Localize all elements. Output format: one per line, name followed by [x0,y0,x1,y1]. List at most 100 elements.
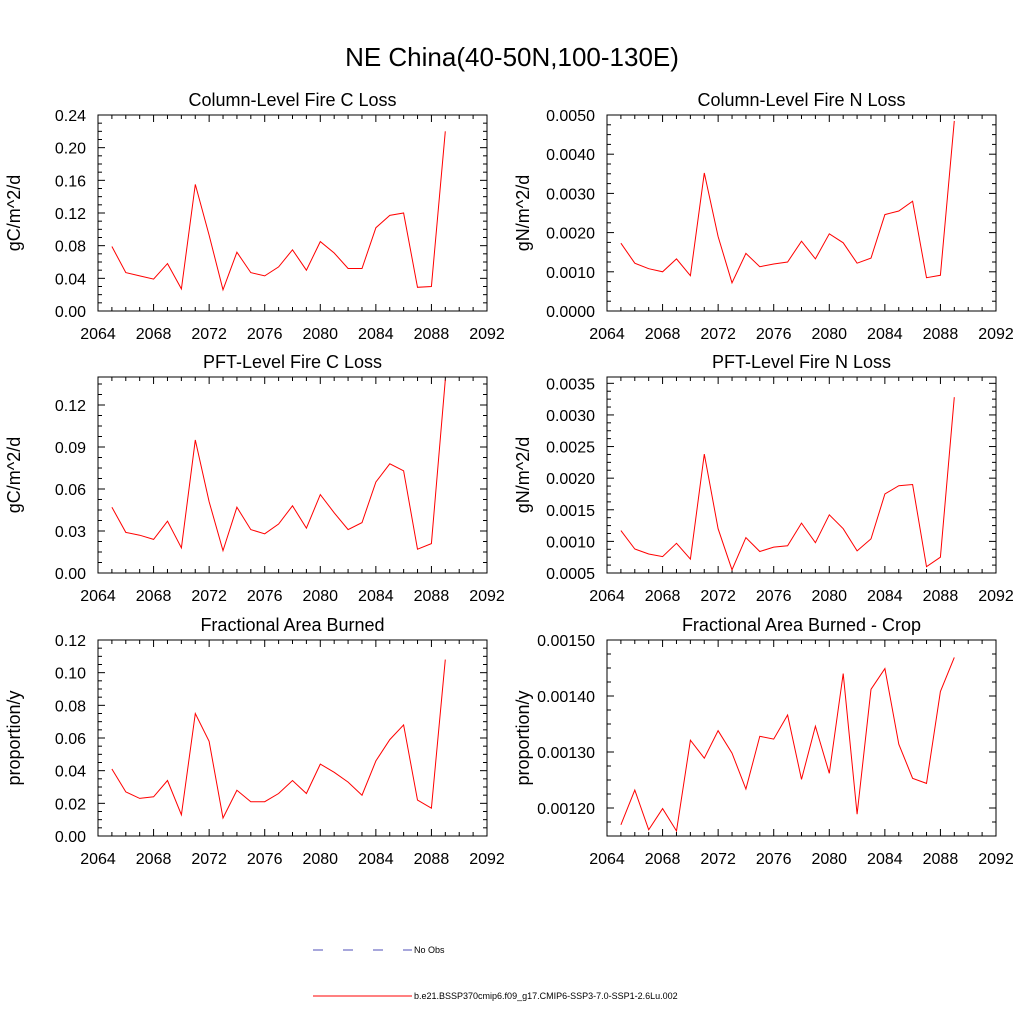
x-tick-label: 2072 [191,851,227,868]
x-tick-label: 2076 [247,588,283,605]
plot-frame [97,376,488,574]
y-tick-label: 0.0030 [546,408,595,425]
panel-title: PFT-Level Fire N Loss [712,352,891,372]
x-tick-label: 2068 [136,588,172,605]
x-tick-label: 2092 [469,326,505,343]
y-tick-label: 0.0010 [546,265,595,282]
x-tick-label: 2068 [645,326,681,343]
x-tick-label: 2076 [247,851,283,868]
x-tick-label: 2064 [80,851,116,868]
y-tick-label: 0.12 [55,633,86,650]
chart-panel-1: Column-Level Fire C Loss gC/m^2/d 2064 2068… [4,90,505,343]
series-line-1 [111,659,446,820]
x-tick-label: 2084 [358,851,394,868]
x-tick-label: 2072 [191,588,227,605]
x-tick-label: 2088 [414,588,450,605]
x-tick-label: 2076 [756,326,792,343]
x-tick-label: 2092 [469,588,505,605]
plot-frame [606,376,997,574]
x-tick-label: 2088 [923,588,959,605]
y-tick-label: 0.00150 [537,633,595,650]
x-tick-label: 2080 [811,588,847,605]
chart-panels: Column-Level Fire C Loss gC/m^2/d 2064 2068… [4,90,1014,868]
x-tick-label: 2072 [700,851,736,868]
main-title: NE China(40-50N,100-130E) [345,42,679,72]
y-tick-label: 0.10 [55,666,86,683]
y-tick-label: 0.04 [55,764,86,781]
x-tick-label: 2084 [867,326,903,343]
y-tick-label: 0.06 [55,482,86,499]
y-axis-label: proportion/y [4,690,24,785]
legend-label-no-obs: No Obs [414,945,445,955]
chart-panel-6: Fractional Area Burned - Crop proportion/… [513,615,1014,868]
x-tick-label: 2084 [867,851,903,868]
y-tick-label: 0.06 [55,731,86,748]
x-tick-label: 2080 [302,588,338,605]
y-tick-label: 0.08 [55,239,86,256]
chart-panel-4: PFT-Level Fire N Loss gN/m^2/d 2064 2068 207… [513,352,1014,605]
y-tick-label: 0.0040 [546,147,595,164]
y-tick-label: 0.00130 [537,745,595,762]
y-tick-label: 0.0010 [546,534,595,551]
x-tick-label: 2092 [978,326,1014,343]
y-axis-label: gN/m^2/d [513,175,533,251]
x-tick-label: 2076 [756,851,792,868]
chart-panel-3: PFT-Level Fire C Loss gC/m^2/d 2064 2068 207… [4,352,505,605]
x-tick-label: 2080 [302,851,338,868]
y-tick-label: 0.0015 [546,503,595,520]
y-tick-label: 0.0035 [546,376,595,393]
x-tick-label: 2068 [136,851,172,868]
x-tick-label: 2092 [469,851,505,868]
x-tick-label: 2068 [645,851,681,868]
y-tick-label: 0.12 [55,206,86,223]
y-tick-label: 0.00120 [537,801,595,818]
series-line-1 [620,397,955,572]
x-tick-label: 2064 [80,588,116,605]
y-tick-label: 0.20 [55,141,86,158]
y-axis-label: proportion/y [513,690,533,785]
series-line-1 [620,120,955,285]
x-tick-label: 2064 [589,851,625,868]
y-axis-label: gN/m^2/d [513,437,533,513]
plot-frame [606,114,997,312]
y-axis-label: gC/m^2/d [4,437,24,513]
y-tick-label: 0.03 [55,524,86,541]
x-tick-label: 2088 [923,326,959,343]
y-tick-label: 0.0000 [546,304,595,321]
legend: No Obs b.e21.BSSP370cmip6.f09_g17.CMIP6-… [313,945,678,1001]
x-tick-label: 2088 [923,851,959,868]
chart-panel-5: Fractional Area Burned proportion/y 2064 20… [4,615,505,868]
y-tick-label: 0.02 [55,796,86,813]
panel-title: Fractional Area Burned [200,615,384,635]
y-tick-label: 0.0020 [546,471,595,488]
plot-frame [97,114,488,312]
x-tick-label: 2084 [358,326,394,343]
x-tick-label: 2088 [414,326,450,343]
x-tick-label: 2092 [978,588,1014,605]
x-tick-label: 2064 [80,326,116,343]
x-tick-label: 2068 [136,326,172,343]
y-tick-label: 0.08 [55,698,86,715]
y-tick-label: 0.09 [55,440,86,457]
y-tick-label: 0.00 [55,566,86,583]
x-tick-label: 2080 [811,851,847,868]
panel-title: Fractional Area Burned - Crop [682,615,921,635]
y-tick-label: 0.00 [55,304,86,321]
x-tick-label: 2072 [191,326,227,343]
series-line-1 [620,657,955,833]
x-tick-label: 2064 [589,326,625,343]
x-tick-label: 2076 [756,588,792,605]
x-tick-label: 2076 [247,326,283,343]
panel-title: Column-Level Fire N Loss [697,90,905,110]
legend-label-model-run: b.e21.BSSP370cmip6.f09_g17.CMIP6-SSP3-7.… [414,991,678,1001]
y-tick-label: 0.24 [55,108,86,125]
x-tick-label: 2080 [811,326,847,343]
y-tick-label: 0.0050 [546,108,595,125]
x-tick-label: 2064 [589,588,625,605]
x-tick-label: 2092 [978,851,1014,868]
y-tick-label: 0.00 [55,829,86,846]
x-tick-label: 2088 [414,851,450,868]
y-tick-label: 0.12 [55,398,86,415]
chart-panel-2: Column-Level Fire N Loss gN/m^2/d 2064 2068… [513,90,1014,343]
